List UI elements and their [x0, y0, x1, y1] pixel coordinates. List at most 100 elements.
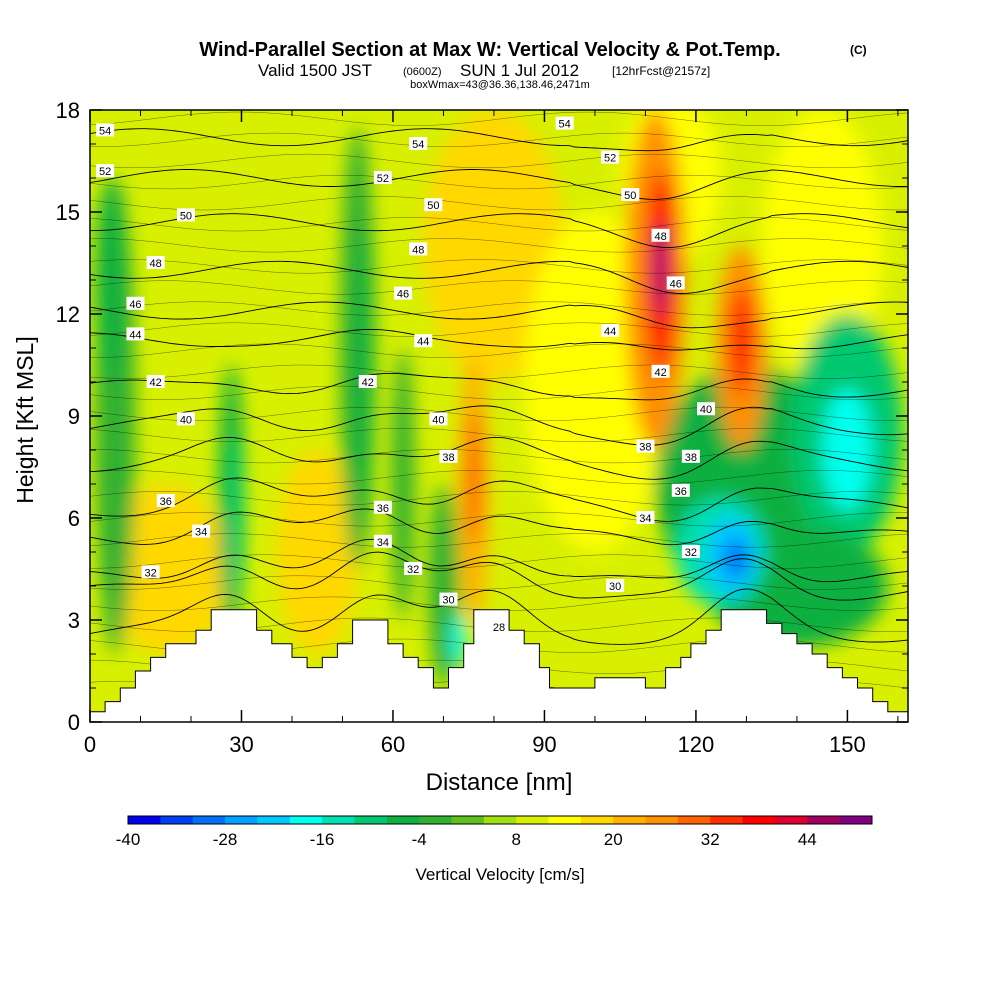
downdraft-column: [95, 178, 126, 382]
svg-text:40: 40: [700, 404, 712, 416]
isentrope-label: 52: [373, 171, 392, 185]
colorbar-swatch: [225, 816, 258, 824]
updraft-core: [730, 286, 753, 396]
svg-text:34: 34: [639, 513, 651, 525]
y-tick-label: 3: [68, 608, 80, 633]
colorbar-swatch: [451, 816, 485, 824]
isentrope-label: 52: [96, 164, 115, 178]
svg-text:52: 52: [99, 166, 111, 178]
colorbar-tick-label: 20: [604, 830, 623, 849]
isentrope-label: 30: [606, 579, 625, 593]
isentrope-line-minor: [90, 427, 908, 443]
isentrope-label: 38: [636, 439, 655, 454]
downdraft-column: [228, 433, 245, 603]
isentrope-label: 34: [636, 511, 655, 525]
isentrope-label: 54: [409, 137, 428, 151]
chart-title: Wind-Parallel Section at Max W: Vertical…: [199, 39, 780, 61]
isentrope-label: 32: [141, 565, 160, 579]
isentrope-label: 28: [490, 619, 508, 634]
svg-text:42: 42: [150, 377, 162, 389]
isentrope-label: 50: [176, 208, 195, 222]
isentrope-line-minor: [90, 132, 908, 147]
svg-text:40: 40: [432, 414, 444, 426]
x-tick-label: 60: [381, 732, 405, 757]
colorbar-swatch: [419, 816, 452, 824]
colorbar-swatch: [742, 816, 776, 824]
x-axis-label: Distance [nm]: [426, 769, 573, 796]
isentrope-label: 40: [176, 412, 195, 426]
colorbar-swatch: [807, 816, 841, 824]
isentrope-line-minor: [90, 153, 908, 169]
x-tick-label: 120: [678, 732, 715, 757]
isentrope-labels: 28 30 32 34 36 38 40 42 44 46 48 50 52 54 54 54 52 52 50 50…: [96, 116, 716, 634]
svg-text:48: 48: [150, 258, 162, 270]
isentrope-label: 32: [681, 545, 700, 559]
svg-text:44: 44: [604, 326, 616, 338]
downdraft-region: [822, 388, 873, 512]
isentrope-label: 44: [601, 324, 620, 338]
colorbar-tick-label: 32: [701, 830, 720, 849]
colorbar-swatch: [710, 816, 744, 824]
isentrope-label: 44: [414, 334, 433, 348]
y-tick-label: 12: [56, 302, 80, 327]
colorbar-swatch: [613, 816, 647, 824]
x-tick-label: 30: [229, 732, 253, 757]
isentrope-line: [90, 329, 908, 351]
svg-text:40: 40: [180, 414, 192, 426]
colorbar-swatch: [257, 816, 291, 824]
isentrope-line: [90, 436, 908, 480]
colorbar-swatch: [839, 816, 873, 824]
isentrope-label: 42: [651, 364, 670, 379]
isentrope-label: 54: [555, 116, 574, 131]
y-tick-label: 6: [68, 506, 80, 531]
isentrope-label: 48: [409, 242, 428, 256]
isentrope-line-minor: [90, 491, 908, 506]
isentrope-line-minor: [90, 111, 908, 126]
colorbar-swatch: [322, 816, 355, 824]
svg-text:28: 28: [493, 622, 505, 634]
svg-text:Valid 1500 JST: Valid 1500 JST: [258, 61, 372, 80]
isentrope-line-minor: [90, 259, 908, 274]
x-tick-label: 0: [84, 732, 96, 757]
colorbar: -40 -28 -16 -4 8 20 32 44: [116, 815, 873, 849]
isentrope-line-minor: [90, 280, 908, 295]
colorbar-swatch: [128, 816, 161, 824]
svg-text:50: 50: [624, 190, 636, 202]
warm-patch: [276, 450, 358, 654]
svg-text:34: 34: [377, 537, 389, 549]
velocity-field: [90, 110, 908, 722]
colorbar-label: Vertical Velocity [cm/s]: [415, 865, 584, 884]
colorbar-swatch: [677, 816, 711, 824]
x-tick-label: 150: [829, 732, 866, 757]
isentrope-label: 38: [439, 449, 458, 464]
isentrope-line: [90, 588, 908, 645]
isentrope-line-minor: [90, 217, 908, 232]
svg-text:46: 46: [129, 299, 141, 311]
chart-title-mark: (C): [850, 43, 867, 57]
isentrope-line: [90, 551, 908, 601]
isentrope-line-minor: [90, 512, 908, 527]
y-tick-label: 9: [68, 404, 80, 429]
isentrope-line: [90, 301, 908, 329]
downdraft-core: [451, 613, 467, 668]
svg-text:30: 30: [609, 581, 621, 593]
svg-text:44: 44: [417, 336, 429, 348]
svg-text:44: 44: [129, 329, 141, 341]
svg-text:48: 48: [412, 244, 424, 256]
svg-text:32: 32: [407, 564, 419, 576]
warm-patch: [423, 110, 565, 382]
colorbar-tick-label: 44: [798, 830, 817, 849]
svg-text:42: 42: [362, 377, 374, 389]
colorbar-swatch: [548, 816, 582, 824]
svg-text:54: 54: [412, 139, 424, 151]
colorbar-swatch: [580, 816, 614, 824]
svg-text:48: 48: [654, 231, 666, 243]
isentrope-line: [90, 213, 908, 248]
svg-text:34: 34: [195, 527, 207, 539]
colorbar-swatch: [516, 816, 550, 824]
downdraft-column: [428, 484, 459, 688]
svg-text:32: 32: [144, 567, 156, 579]
isentrope-line-minor: [90, 406, 908, 422]
chart-subtitle: Valid 1500 JST (0600Z) SUN 1 Jul 2012 [1…: [258, 61, 710, 80]
